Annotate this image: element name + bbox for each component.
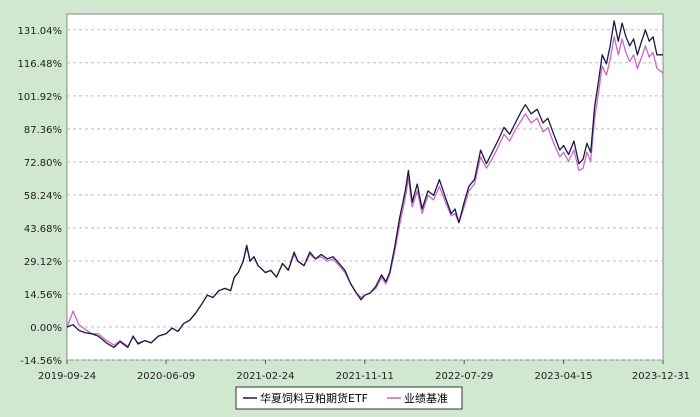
legend-label-fund: 华夏饲料豆粕期货ETF [260, 391, 368, 405]
y-tick-label: 29.12% [24, 257, 62, 268]
y-tick-label: 87.36% [24, 125, 62, 136]
x-tick-label: 2023-12-31 [632, 371, 690, 382]
y-tick-label: 0.00% [30, 323, 62, 334]
x-tick-label: 2021-02-24 [236, 371, 294, 382]
y-tick-label: 72.80% [24, 158, 62, 169]
legend-box [235, 386, 463, 410]
x-axis-tick-labels: 2019-09-24 2020-06-09 2021-02-24 2021-11-11… [38, 360, 690, 382]
legend: 华夏饲料豆粕期货ETF 业绩基准 [235, 386, 463, 410]
series-lines [66, 20, 664, 349]
x-tick-label: 2020-06-09 [137, 371, 195, 382]
plot-area [66, 13, 664, 361]
y-tick-label: 101.92% [18, 92, 63, 103]
x-tick-label: 2022-07-29 [435, 371, 493, 382]
y-tick-label: 43.68% [24, 224, 62, 235]
legend-label-benchmark: 业绩基准 [404, 392, 448, 405]
x-tick-label: 2023-04-15 [535, 371, 593, 382]
series-line-fund [66, 20, 663, 349]
y-axis-tick-labels: 131.04% 116.48% 101.92% 87.36% 72.80% 58.24% 4… [18, 26, 63, 367]
y-tick-label: 14.56% [24, 290, 62, 301]
x-tick-label: 2021-11-11 [336, 371, 394, 382]
y-tick-label: 116.48% [18, 59, 63, 70]
x-tick-label: 2019-09-24 [38, 371, 96, 382]
y-tick-label: -14.56% [20, 356, 62, 367]
y-tick-label: 131.04% [18, 26, 63, 37]
y-tick-label: 58.24% [24, 191, 62, 202]
